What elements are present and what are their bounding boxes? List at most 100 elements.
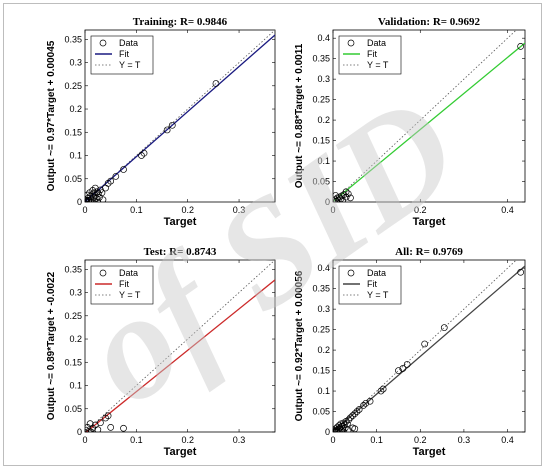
y-axis-label: Output ~= 0.92*Target + 0.00056	[294, 270, 305, 421]
plot-area	[333, 260, 525, 432]
legend-data-marker	[347, 269, 355, 277]
y-tick-label: 0.1	[317, 156, 330, 166]
data-point	[95, 190, 102, 197]
y-tick-label: 0.35	[64, 264, 82, 274]
chart-title: Validation: R= 0.9692	[378, 16, 481, 28]
x-tick-label: 0.3	[233, 205, 246, 215]
data-point	[87, 428, 95, 432]
data-point	[353, 408, 361, 415]
x-tick-label: 0	[82, 205, 87, 215]
legend-entry: Fit	[367, 49, 377, 59]
data-point	[85, 424, 91, 431]
legend-entry: Data	[367, 38, 386, 48]
data-point	[85, 191, 91, 199]
data-point	[342, 188, 350, 196]
plot-area	[85, 30, 275, 202]
y-axis-label: Output ~= 0.97*Target + 0.00045	[46, 40, 57, 191]
y-axis-label: Output ~= 0.89*Target + -0.0022	[46, 271, 57, 420]
data-point	[89, 187, 97, 194]
data-point	[338, 427, 346, 432]
y-tick-label: 0	[325, 197, 330, 207]
data-point	[345, 416, 353, 424]
data-point	[517, 43, 524, 50]
legend-box	[338, 35, 402, 75]
y-tick-label: 0.4	[317, 263, 330, 273]
data-point	[92, 194, 100, 202]
legend-box	[90, 35, 154, 75]
x-tick-label: 0.2	[414, 435, 427, 445]
data-point	[347, 194, 354, 202]
y-tick-label: 0	[77, 427, 82, 437]
data-point	[344, 190, 352, 198]
legend-entry: Data	[119, 38, 138, 48]
plot-area	[333, 30, 525, 202]
data-point	[351, 410, 359, 417]
legend-entry: Data	[119, 268, 138, 278]
legend-entry: Fit	[367, 279, 377, 289]
data-point	[362, 399, 370, 407]
y-tick-label: 0.2	[69, 334, 82, 344]
fit-line	[85, 34, 275, 202]
data-point	[87, 198, 95, 202]
data-point	[140, 149, 148, 157]
data-point	[395, 367, 402, 374]
y-tick-label: 0	[77, 197, 82, 207]
data-point	[138, 152, 145, 159]
y-tick-label: 0.3	[317, 74, 330, 84]
y-tick-label: 0.15	[312, 366, 330, 376]
fit-line	[85, 279, 275, 432]
y-tick-label: 0	[325, 427, 330, 437]
data-point	[94, 198, 102, 202]
data-point	[342, 193, 350, 201]
data-point	[440, 324, 448, 331]
legend-box	[90, 265, 154, 305]
y-tick-label: 0.35	[312, 54, 330, 64]
y-tick-label: 0.05	[312, 407, 330, 417]
data-point	[107, 177, 115, 185]
data-point	[340, 421, 348, 428]
x-tick-label: 0.2	[181, 435, 194, 445]
data-point	[120, 424, 127, 432]
y-tick-label: 0.1	[317, 386, 330, 396]
data-point	[379, 385, 387, 393]
legend-entry: Y = T	[119, 290, 141, 300]
data-point	[104, 412, 112, 420]
data-point	[112, 173, 120, 180]
data-point	[102, 414, 109, 422]
legend-entry: Y = T	[367, 60, 389, 70]
y-tick-label: 0.2	[317, 115, 330, 125]
x-tick-label: 0.4	[501, 205, 514, 215]
x-tick-label: 0.1	[370, 435, 383, 445]
legend-entry: Data	[367, 268, 386, 278]
data-point	[107, 424, 115, 431]
data-point	[340, 428, 348, 432]
y-tick-label: 0.05	[64, 174, 82, 184]
chart-panel-2: 0 0.2 0.4 0 0.05 0.1 0.15 0.2 0.25 0.3 0.35 0.4 Vali…	[294, 16, 526, 228]
y-tick-label: 0.25	[312, 95, 330, 105]
panels: 0 0.1 0.2 0.3 0 0.05 0.1 0.15 0.2 0.25 0.3 0.35 Trai…	[46, 16, 526, 458]
chart-panel-3: 0 0.1 0.2 0.3 0 0.05 0.1 0.15 0.2 0.25 0.3 0.35 Test…	[46, 246, 276, 458]
x-tick-label: 0.3	[458, 435, 471, 445]
y-tick-label: 0.25	[312, 325, 330, 335]
x-axis-label: Target	[413, 216, 446, 228]
data-point	[349, 412, 356, 419]
x-tick-label: 0	[82, 435, 87, 445]
y-tick-label: 0.05	[64, 404, 82, 414]
legend-entry: Y = T	[119, 60, 141, 70]
chart-panel-4: 0 0.1 0.2 0.3 0.4 0 0.05 0.1 0.15 0.2 0.25 0.3 0.35 0…	[294, 246, 526, 458]
data-point	[333, 192, 339, 199]
figure-frame	[3, 3, 542, 466]
chart-panel-1: 0 0.1 0.2 0.3 0 0.05 0.1 0.15 0.2 0.25 0.3 0.35 Trai…	[46, 16, 276, 228]
legend-data-marker	[347, 39, 355, 47]
data-point	[97, 419, 104, 427]
x-tick-label: 0.4	[501, 435, 514, 445]
legend-entry: Y = T	[367, 290, 389, 300]
x-tick-label: 0.1	[130, 205, 143, 215]
y-tick-label: 0.25	[64, 311, 82, 321]
legend-entry: Fit	[119, 279, 129, 289]
data-point	[333, 428, 340, 432]
y-tick-label: 0.2	[69, 104, 82, 114]
x-tick-label: 0	[330, 205, 335, 215]
x-axis-label: Target	[164, 446, 197, 458]
data-point	[351, 425, 359, 432]
